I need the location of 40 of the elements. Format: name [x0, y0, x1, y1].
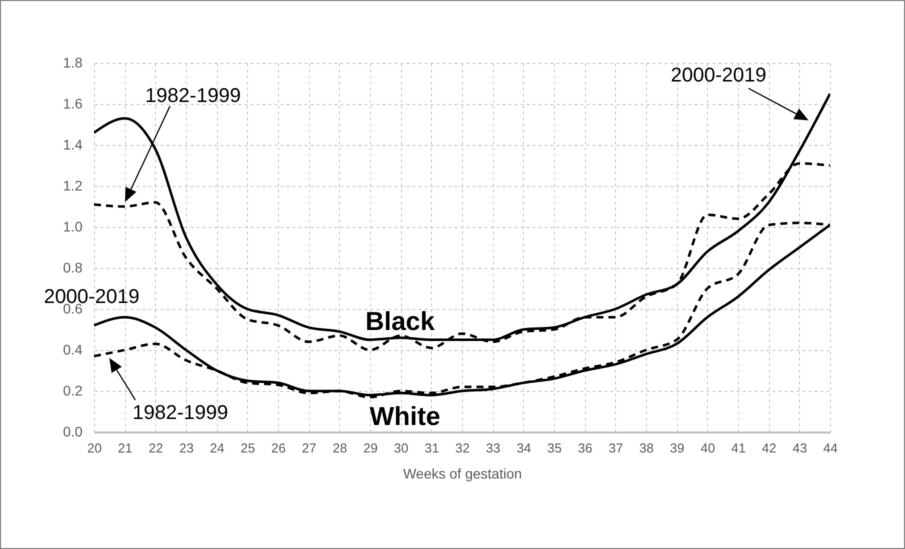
x-tick-label: 34: [516, 440, 532, 456]
x-tick-label: 31: [424, 440, 440, 456]
y-tick-label: 0.2: [63, 382, 83, 398]
x-tick-label: 25: [240, 440, 256, 456]
x-tick-label: 35: [547, 440, 562, 456]
x-tick-label: 30: [394, 440, 408, 456]
y-tick-label: 1.2: [63, 178, 83, 194]
annotation: 1982-1999: [132, 402, 228, 424]
annotation: 2000-2019: [670, 64, 766, 86]
x-tick-label: 33: [486, 440, 500, 456]
x-tick-label: 20: [87, 440, 102, 456]
x-tick-label: 37: [608, 440, 624, 456]
x-tick-label: 41: [731, 440, 746, 456]
x-tick-label: 40: [700, 440, 716, 456]
x-tick-label: 28: [332, 440, 348, 456]
x-tick-label: 21: [118, 440, 132, 456]
x-tick-label: 27: [302, 440, 316, 456]
x-tick-label: 36: [578, 440, 592, 456]
x-tick-label: 43: [792, 440, 808, 456]
x-axis-title: Weeks of gestation: [403, 466, 522, 482]
x-tick-label: 32: [455, 440, 470, 456]
annotation: White: [370, 401, 440, 431]
annotation: Black: [365, 306, 436, 336]
y-tick-label: 1.4: [63, 136, 83, 152]
y-tick-label: 1.0: [63, 218, 83, 234]
annotation: 1982-1999: [145, 85, 241, 107]
x-tick-label: 29: [363, 440, 378, 456]
y-tick-label: 1.6: [63, 96, 83, 112]
x-tick-label: 26: [271, 440, 286, 456]
x-tick-label: 39: [670, 440, 684, 456]
x-tick-label: 42: [762, 440, 776, 456]
y-tick-label: 0.4: [63, 342, 83, 358]
x-tick-label: 38: [639, 440, 654, 456]
y-tick-label: 0.0: [63, 424, 83, 440]
x-tick-label: 44: [823, 440, 838, 456]
x-tick-label: 24: [210, 440, 224, 456]
x-tick-label: 22: [148, 440, 164, 456]
y-tick-label: 0.8: [63, 260, 83, 276]
x-tick-label: 23: [179, 440, 194, 456]
y-tick-label: 1.8: [63, 54, 83, 70]
